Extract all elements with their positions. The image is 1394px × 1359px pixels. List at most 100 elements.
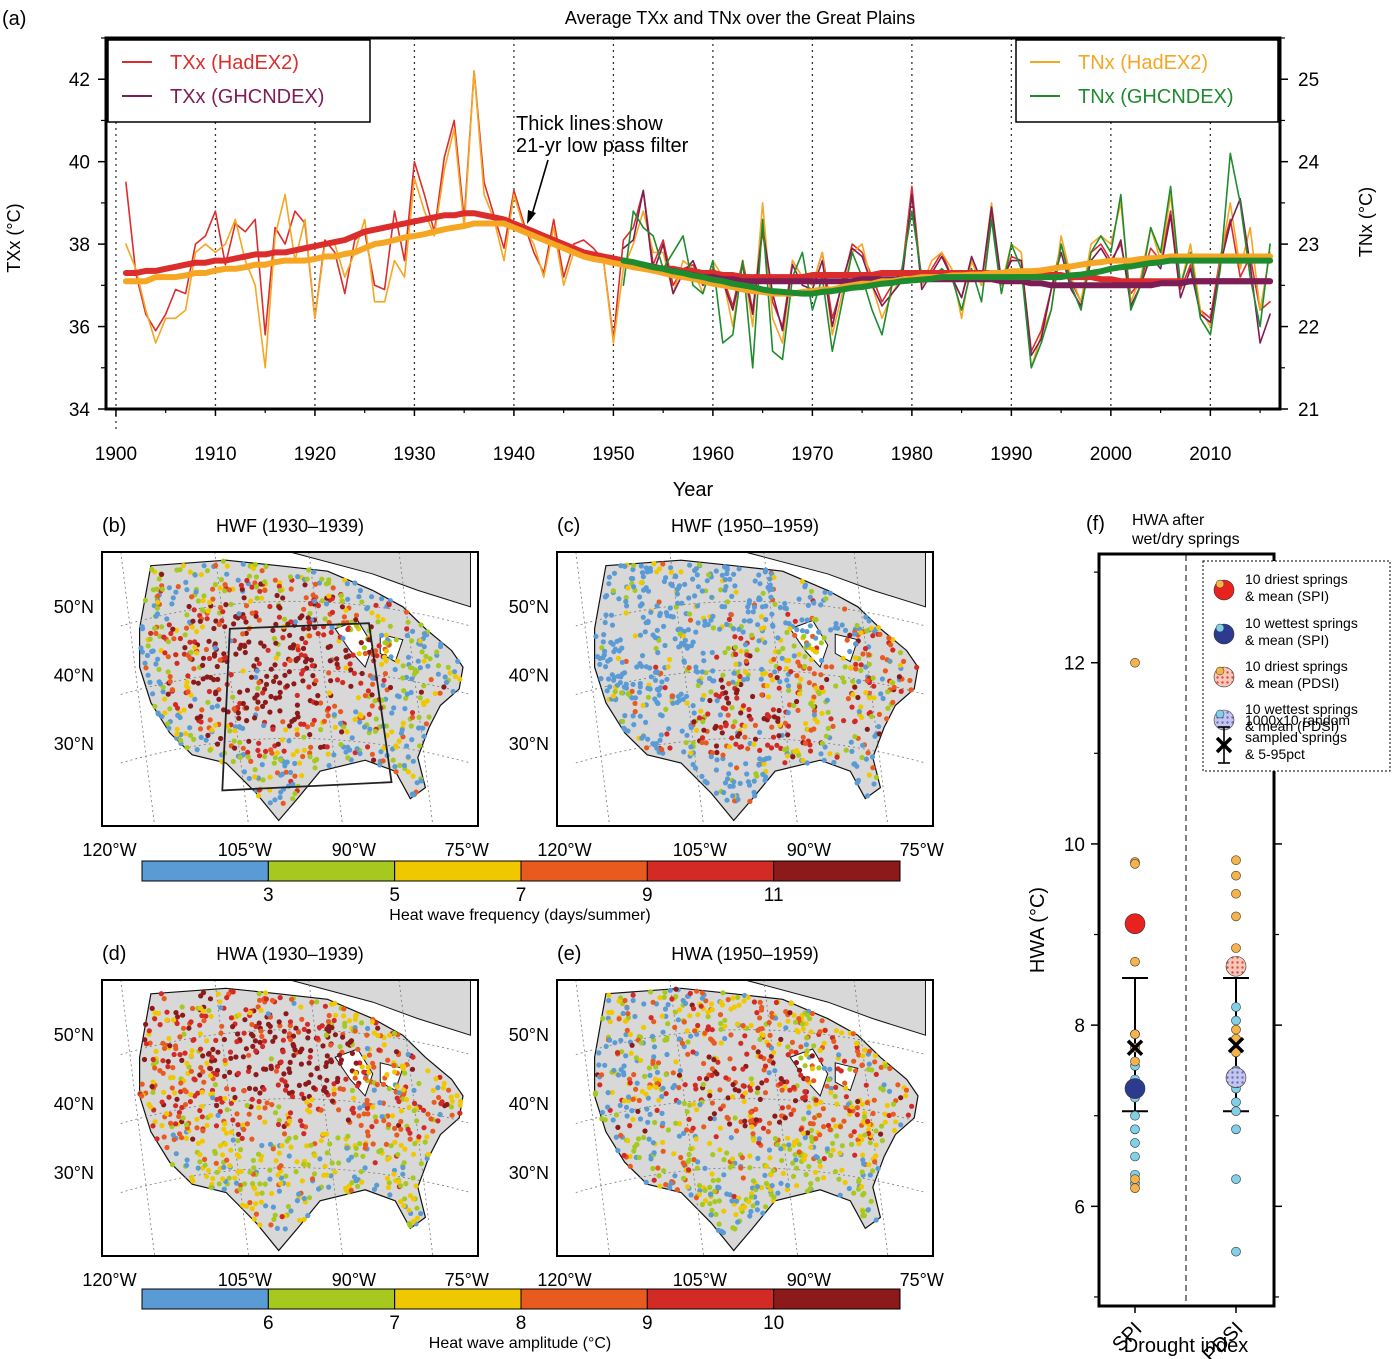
station-dot	[162, 710, 168, 716]
station-dot	[396, 738, 402, 744]
station-dot	[756, 762, 762, 768]
station-dot	[301, 747, 307, 753]
station-dot	[630, 713, 636, 719]
legend-label: sampled springs	[1245, 729, 1347, 745]
station-dot	[839, 1030, 845, 1036]
station-dot	[681, 1100, 687, 1106]
station-dot	[330, 585, 336, 591]
legend-box	[107, 39, 371, 123]
station-dot	[416, 714, 422, 721]
station-dot	[858, 704, 864, 710]
station-dot	[287, 657, 293, 664]
station-dot	[313, 678, 319, 684]
station-dot	[648, 989, 654, 995]
station-dot	[300, 753, 306, 760]
station-dot	[755, 1085, 761, 1091]
station-dot	[620, 1010, 626, 1017]
station-dot	[311, 569, 317, 575]
station-dot	[291, 681, 297, 687]
station-dot	[866, 618, 872, 624]
station-dot	[628, 1050, 634, 1056]
station-dot	[862, 1047, 868, 1053]
station-dot	[680, 997, 686, 1004]
station-dot	[305, 1035, 311, 1041]
station-dot	[864, 628, 870, 634]
station-dot	[410, 773, 416, 779]
wet-spring-dot	[1231, 1015, 1241, 1026]
colorbars: 3 5 7 9 116 7 8 9 10	[141, 860, 901, 1334]
station-dot	[679, 728, 685, 734]
station-dot	[369, 1019, 375, 1025]
station-dot	[630, 1116, 636, 1122]
station-dot	[276, 1104, 282, 1110]
station-dot	[205, 608, 211, 614]
station-dot	[625, 1015, 632, 1021]
station-dot	[718, 999, 724, 1005]
station-dot	[827, 1127, 833, 1133]
station-dot	[242, 1017, 248, 1023]
station-dot	[828, 627, 834, 633]
station-dot	[725, 700, 732, 706]
station-dot	[741, 998, 747, 1004]
station-dot	[705, 1024, 712, 1030]
station-dot	[855, 1098, 861, 1105]
station-dot	[244, 1203, 250, 1209]
station-dot	[364, 1105, 370, 1111]
station-dot	[659, 1094, 665, 1100]
station-dot	[402, 1196, 408, 1202]
longitude-gridline	[853, 551, 889, 827]
station-dot	[740, 703, 747, 709]
station-dot	[441, 1080, 447, 1086]
station-dot	[401, 762, 407, 769]
station-dot	[161, 1045, 168, 1051]
x-tick-label: 1950	[592, 444, 634, 465]
y-tick-label: 36	[69, 318, 90, 339]
longitude-label: 120°W	[82, 1270, 136, 1290]
station-dot	[721, 1208, 727, 1214]
station-dot	[858, 667, 864, 674]
station-dot	[731, 626, 737, 632]
station-dot	[757, 1096, 763, 1102]
station-dot	[280, 595, 286, 601]
station-dot	[346, 1018, 352, 1024]
station-dot	[622, 563, 628, 570]
station-dot	[708, 754, 714, 760]
map-frame	[556, 979, 934, 1257]
station-dot	[194, 629, 200, 635]
station-dot	[171, 1017, 177, 1023]
station-dot	[699, 990, 705, 996]
station-dot	[615, 1124, 621, 1130]
station-dot	[396, 1122, 402, 1128]
station-dot	[299, 1016, 305, 1022]
longitude-label: 105°W	[673, 840, 727, 860]
station-dot	[220, 1152, 226, 1158]
station-dot	[320, 1131, 326, 1137]
station-dot	[450, 688, 456, 695]
dry-spring-dot	[1130, 1056, 1140, 1067]
station-dot	[700, 719, 706, 725]
station-dot	[620, 718, 626, 725]
station-dot	[375, 1025, 381, 1031]
station-dot	[355, 1183, 361, 1189]
station-dot	[161, 1089, 167, 1095]
station-dot	[197, 1022, 203, 1028]
station-dot	[751, 778, 757, 784]
station-dot	[630, 566, 636, 573]
station-dot	[228, 1147, 234, 1153]
station-dot	[656, 1173, 662, 1179]
station-dot	[878, 1131, 884, 1137]
station-dot	[277, 689, 283, 696]
station-dot	[192, 696, 198, 702]
station-dot	[663, 1013, 669, 1020]
station-dot	[696, 1182, 703, 1189]
station-dot	[811, 600, 817, 606]
station-dot	[308, 744, 314, 750]
station-dot	[914, 664, 920, 671]
station-dot	[654, 699, 660, 705]
station-dot	[448, 1104, 454, 1110]
station-dot	[257, 997, 263, 1003]
station-dot	[267, 774, 273, 780]
station-dot	[198, 719, 204, 725]
station-dot	[154, 1136, 160, 1142]
station-dot	[235, 1070, 241, 1076]
